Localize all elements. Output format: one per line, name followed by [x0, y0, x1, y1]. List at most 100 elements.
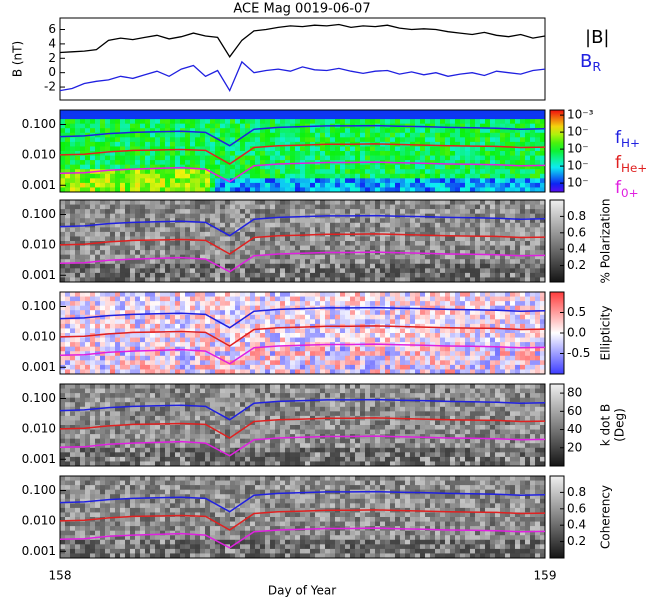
spectrogram-cell	[500, 187, 506, 193]
spectrogram-cell	[75, 187, 81, 193]
spectrogram-cell	[155, 182, 161, 188]
spectrogram-cell	[410, 337, 416, 343]
spectrogram-cell	[375, 218, 381, 224]
spectrogram-cell	[290, 204, 296, 210]
spectrogram-cell	[325, 187, 331, 193]
spectrogram-cell	[150, 292, 156, 297]
spectrogram-cell	[425, 268, 431, 274]
spectrogram-cell	[435, 301, 441, 307]
spectrogram-cell	[385, 173, 391, 179]
spectrogram-cell	[85, 155, 91, 161]
spectrogram-cell	[200, 119, 206, 125]
spectrogram-cell	[105, 209, 111, 215]
spectrogram-cell	[270, 128, 276, 134]
spectrogram-cell	[320, 355, 326, 361]
spectrogram-cell	[255, 137, 261, 143]
spectrogram-cell	[105, 137, 111, 143]
spectrogram-cell	[340, 218, 346, 224]
spectrogram-cell	[315, 151, 321, 156]
spectrogram-cell	[330, 114, 336, 120]
spectrogram-cell	[425, 346, 431, 352]
spectrogram-cell	[195, 114, 201, 120]
spectrogram-cell	[395, 355, 401, 361]
spectrogram-cell	[455, 128, 461, 134]
spectrogram-cell	[425, 173, 431, 179]
spectrogram-cell	[220, 123, 226, 129]
spectrogram-cell	[225, 277, 231, 283]
spectrogram-cell	[340, 296, 346, 302]
spectrogram-cell	[300, 355, 306, 361]
spectrogram-cell	[190, 169, 196, 175]
spectrogram-cell	[185, 305, 191, 311]
spectrogram-cell	[175, 209, 181, 215]
spectrogram-cell	[395, 360, 401, 366]
spectrogram-cell	[290, 227, 296, 233]
spectrogram-cell	[180, 250, 186, 256]
spectrogram-cell	[255, 128, 261, 134]
spectrogram-cell	[435, 155, 441, 161]
spectrogram-cell	[465, 268, 471, 274]
spectrogram-cell	[315, 292, 321, 297]
spectrogram-cell	[235, 114, 241, 120]
spectrogram-cell	[315, 337, 321, 343]
spectrogram-cell	[500, 236, 506, 242]
spectrogram-cell	[90, 364, 96, 370]
spectrogram-cell	[245, 342, 251, 348]
spectrogram-cell	[415, 272, 421, 278]
spectrogram-cell	[365, 173, 371, 179]
spectrogram-cell	[140, 364, 146, 370]
spectrogram-cell	[325, 296, 331, 302]
spectrogram-cell	[440, 169, 446, 175]
spectrogram-cell	[270, 155, 276, 161]
spectrogram-cell	[495, 250, 501, 256]
legend-name: f	[615, 178, 622, 198]
spectrogram-cell	[135, 151, 141, 156]
spectrogram-cell	[215, 360, 221, 366]
spectrogram-cell	[445, 360, 451, 366]
spectrogram-cell	[330, 146, 336, 152]
spectrogram-cell	[190, 277, 196, 283]
spectrogram-cell	[510, 169, 516, 175]
spectrogram-cell	[195, 132, 201, 138]
spectrogram-cell	[280, 169, 286, 175]
spectrogram-cell	[480, 119, 486, 125]
spectrogram-cell	[90, 160, 96, 166]
spectrogram-cell	[165, 204, 171, 210]
spectrogram-cell	[380, 187, 386, 193]
spectrogram-cell	[355, 351, 361, 357]
spectrogram-cell	[220, 333, 226, 338]
spectrogram-cell	[270, 259, 276, 265]
spectrogram-cell	[380, 268, 386, 274]
spectrogram-cell	[350, 301, 356, 307]
spectrogram-cell	[430, 164, 436, 170]
spectrogram-cell	[240, 178, 246, 184]
spectrogram-cell	[295, 160, 301, 166]
spectrogram-cell	[180, 200, 186, 205]
spectrogram-cell	[430, 114, 436, 120]
spectrogram-cell	[215, 268, 221, 274]
spectrogram-cell	[275, 222, 281, 228]
spectrogram-cell	[170, 200, 176, 205]
spectrogram-cell	[85, 342, 91, 348]
spectrogram-cell	[515, 141, 521, 147]
spectrogram-cell	[70, 182, 76, 188]
spectrogram-cell	[65, 351, 71, 357]
spectrogram-cell	[315, 200, 321, 205]
spectrogram-cell	[430, 351, 436, 357]
spectrogram-cell	[320, 254, 326, 260]
spectrogram-cell	[155, 164, 161, 170]
spectrogram-cell	[255, 292, 261, 297]
spectrogram-cell	[60, 360, 66, 366]
spectrogram-cell	[135, 305, 141, 311]
spectrogram-cell	[185, 333, 191, 338]
spectrogram-cell	[530, 160, 536, 166]
spectrogram-cell	[110, 259, 116, 265]
spectrogram-cell	[270, 323, 276, 329]
spectrogram-cell	[240, 164, 246, 170]
spectrogram-cell	[360, 155, 366, 161]
spectrogram-cell	[425, 292, 431, 297]
spectrogram-cell	[130, 310, 136, 316]
spectrogram-cell	[400, 200, 406, 205]
spectrogram-cell	[185, 323, 191, 329]
spectrogram-cell	[495, 160, 501, 166]
